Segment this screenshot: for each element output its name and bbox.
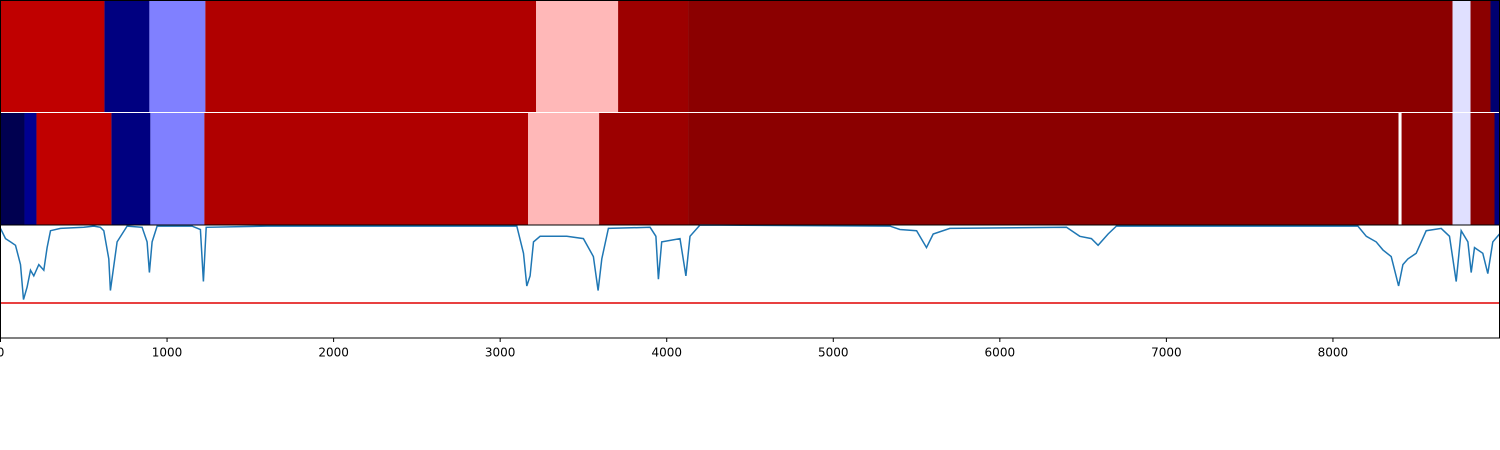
x-tick-label: 8000	[1318, 346, 1349, 360]
band-segment	[1470, 1, 1491, 112]
x-tick-label: 4000	[651, 346, 682, 360]
band-segment	[149, 1, 206, 112]
x-tick-label: 7000	[1151, 346, 1182, 360]
band-segment	[104, 1, 150, 112]
band-segment	[1494, 113, 1500, 225]
x-tick-label: 6000	[985, 346, 1016, 360]
band-segment	[150, 113, 205, 225]
band-segment	[1398, 113, 1402, 225]
band-segment	[24, 113, 37, 225]
plot-frame	[0, 224, 1500, 339]
band-segment	[0, 113, 25, 225]
x-tick-label: 0	[0, 346, 4, 360]
band-segment	[1452, 113, 1471, 225]
x-tick-label: 1000	[152, 346, 183, 360]
band-segment	[618, 1, 689, 112]
x-tick-label: 5000	[818, 346, 849, 360]
x-tick-label: 2000	[318, 346, 349, 360]
band-segment	[1470, 113, 1495, 225]
band-segment	[204, 113, 529, 225]
band-segment	[688, 1, 1453, 112]
x-tick-label: 3000	[485, 346, 516, 360]
band-segment	[599, 113, 689, 225]
band-segment	[1401, 113, 1453, 225]
band-segment	[1452, 1, 1471, 112]
band-segment	[536, 1, 619, 112]
band-segment	[205, 1, 537, 112]
band-segment	[0, 1, 105, 112]
band-segment	[36, 113, 112, 225]
band-segment	[1490, 1, 1500, 112]
band-segment	[111, 113, 151, 225]
band-segment	[688, 113, 1399, 225]
signal-line	[0, 224, 1500, 300]
band-segment	[528, 113, 600, 225]
